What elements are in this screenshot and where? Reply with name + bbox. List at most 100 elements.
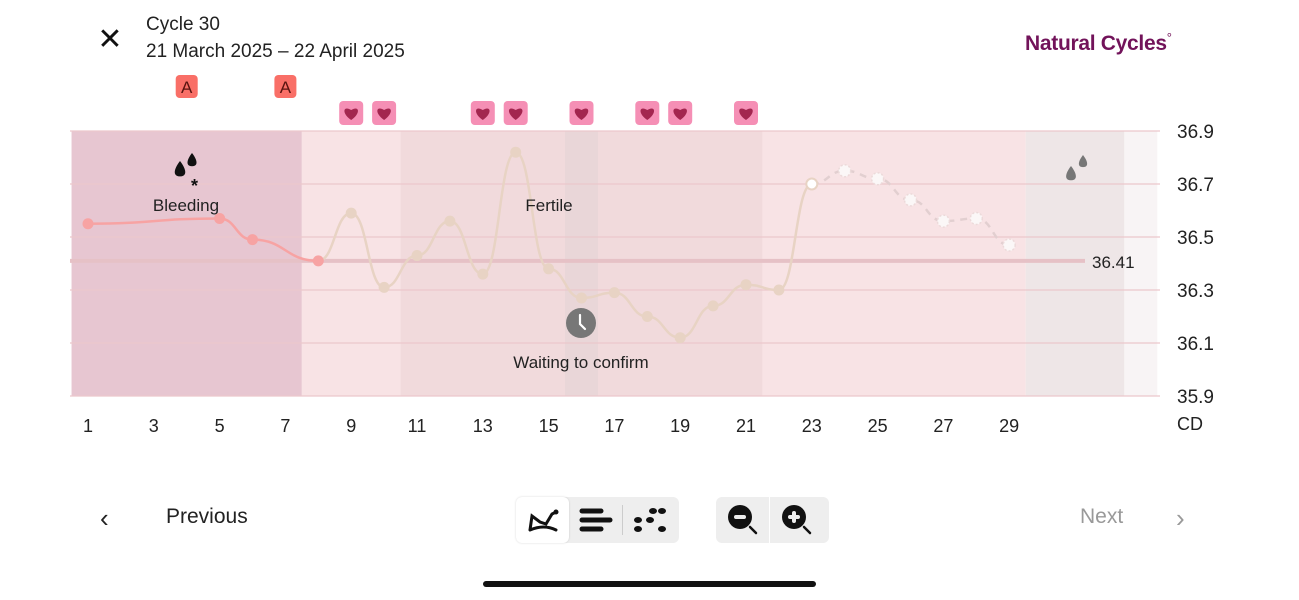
y-tick-label: 36.5 (1177, 228, 1214, 249)
x-tick-label: 11 (408, 416, 427, 436)
coverline-label: 36.41 (1092, 253, 1135, 272)
temperature-point (510, 146, 522, 158)
natural-cycles-logo: Natural Cycles° (1025, 30, 1172, 55)
heart (508, 108, 523, 120)
heart (739, 108, 753, 120)
next-button[interactable]: Next (1080, 505, 1124, 528)
y-tick-label: 36.3 (1177, 281, 1214, 302)
badge-letter: A (181, 78, 193, 97)
chevron-left-icon[interactable]: ‹ (100, 503, 109, 533)
badge-bg (274, 75, 297, 98)
predicted-temperature-point (969, 211, 984, 226)
x-tick-label: 5 (215, 416, 225, 436)
heart (377, 108, 391, 120)
y-tick-label: 36.9 (1177, 122, 1214, 143)
temperature-chart[interactable]: 36.936.736.536.336.135.91 3 5 7 9 11 13 15 17 19 2… (0, 0, 1299, 450)
line-graph-icon (528, 509, 558, 532)
zoom-out-icon (727, 505, 757, 535)
x-tick-label: 7 (280, 416, 290, 436)
zoom-out-button[interactable] (716, 497, 769, 543)
zoom-controls (716, 497, 829, 543)
temperature-point (805, 177, 819, 191)
x-tick-label: 27 (933, 416, 953, 436)
temperature-point (707, 300, 719, 312)
temperature-point (82, 218, 94, 230)
temperature-point (674, 332, 686, 344)
predicted-temperature-point (837, 164, 852, 178)
x-tick-label: 19 (670, 416, 690, 436)
heart (344, 108, 358, 120)
close-button[interactable]: ✕ (96, 23, 124, 56)
dots-view-button[interactable] (623, 497, 676, 543)
x-tick-label: 13 (473, 416, 493, 436)
scatter-dots-icon (633, 508, 666, 532)
predicted-temperature-point (870, 171, 885, 186)
bleeding-drops-icon: * (174, 153, 198, 196)
phase-band (762, 131, 1026, 396)
drop (187, 153, 197, 167)
temperature-point (740, 279, 752, 291)
heart-icon (339, 101, 364, 125)
heart (476, 108, 490, 120)
lh-test-badge: A (175, 75, 198, 98)
graph-view-button[interactable] (516, 497, 569, 543)
clock-hands (578, 313, 587, 331)
heart (574, 108, 589, 120)
x-tick-label: 29 (999, 416, 1019, 436)
temperature-point (345, 207, 357, 219)
temperature-point (378, 281, 390, 293)
x-tick-label: 3 (149, 416, 159, 436)
lh-test-badge: A (274, 75, 297, 98)
heart-icon (372, 101, 397, 125)
x-tick-label: 23 (802, 416, 822, 436)
temperature-point (477, 268, 489, 280)
y-tick-label: 35.9 (1177, 387, 1214, 408)
heart-icon (668, 101, 693, 125)
drop (174, 161, 186, 177)
waiting-to-confirm-label: Waiting to confirm (513, 353, 648, 372)
heart-icon (635, 101, 660, 125)
cycle-title: Cycle 30 (146, 14, 220, 35)
x-tick-label: 1 (83, 416, 93, 436)
temperature-point (312, 255, 324, 267)
bars-icon (579, 508, 612, 532)
fertile-label: Fertile (525, 196, 572, 215)
zoom-in-icon (781, 505, 811, 535)
drop (1066, 166, 1076, 181)
clock-icon (566, 308, 596, 338)
bleeding-label: Bleeding (153, 196, 219, 215)
temperature-point (214, 212, 226, 224)
cycle-date-range: 21 March 2025 – 22 April 2025 (146, 41, 405, 62)
predicted-temperature-point (903, 193, 918, 207)
y-tick-label: 36.7 (1177, 175, 1214, 196)
temperature-point (773, 284, 785, 296)
today-highlight (565, 131, 598, 396)
close-icon: ✕ (97, 23, 123, 56)
temperature-point (411, 250, 423, 262)
predicted-period-drops-icon (1066, 155, 1088, 181)
zoom-in-button[interactable] (770, 497, 823, 543)
x-tick-label: 25 (868, 416, 888, 436)
badge-bg (175, 75, 198, 98)
y-tick-label: 36.1 (1177, 334, 1214, 355)
bleeding-temperature-line (87, 217, 319, 263)
previous-button[interactable]: Previous (166, 505, 248, 528)
view-switcher (516, 497, 679, 543)
temperature-point (247, 234, 258, 246)
heart-icon (734, 101, 758, 125)
heart (673, 108, 687, 120)
heart-icon (569, 101, 594, 125)
heart-icon (503, 101, 528, 125)
badge-letter: A (280, 78, 292, 97)
phase-band (1124, 131, 1158, 396)
temperature-point (641, 311, 653, 322)
heart (640, 108, 655, 120)
x-axis-label: CD (1177, 414, 1203, 434)
home-indicator[interactable] (483, 581, 816, 587)
x-tick-label: 17 (604, 416, 624, 436)
predicted-temperature-point (936, 214, 951, 228)
asterisk: * (191, 176, 198, 196)
x-tick-label: 9 (346, 416, 356, 436)
list-view-button[interactable] (569, 497, 622, 543)
chevron-right-icon[interactable]: › (1176, 503, 1185, 533)
